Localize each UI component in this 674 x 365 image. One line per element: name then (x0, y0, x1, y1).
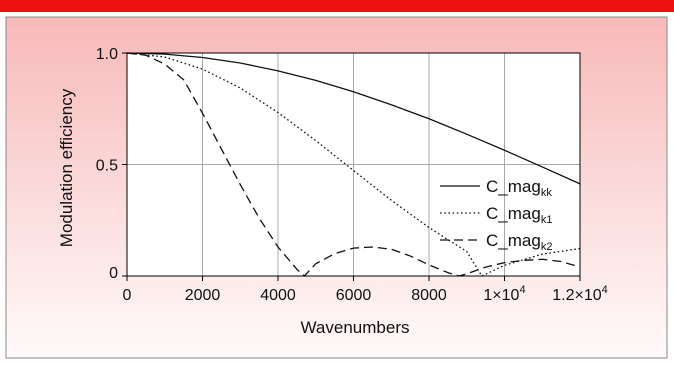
top-accent-bar (0, 0, 674, 12)
x-tick-label: 6000 (336, 287, 372, 304)
legend: C_magkk C_magk1 C_magk2 (440, 177, 552, 253)
x-tick-label-base: 1×10 (483, 287, 519, 304)
x-axis-label: Wavenumbers (301, 318, 410, 337)
x-tick-label: 2000 (185, 287, 221, 304)
x-tick-label-exponent: 4 (602, 284, 608, 296)
x-tick-label: 1.2×104 (552, 284, 608, 304)
y-tick-label: 0.5 (96, 158, 118, 175)
y-tick-label: 1.0 (96, 46, 118, 63)
y-tick-label: 0 (109, 265, 118, 282)
series-line-k2 (126, 52, 581, 277)
x-axis-ticks: 0 2000 4000 6000 8000 1×104 1.2×104 (123, 276, 608, 304)
y-axis-ticks: 0 0.5 1.0 (96, 46, 127, 282)
legend-label-k2: C_magk2 (486, 231, 552, 253)
x-tick-label-exponent: 4 (519, 284, 525, 296)
y-axis-label: Modulation efficiency (57, 88, 76, 247)
series-lines (126, 52, 581, 277)
legend-label-kk: C_magkk (486, 177, 552, 199)
legend-label-k1: C_magk1 (486, 204, 552, 226)
series-line-kk (126, 52, 581, 185)
x-tick-label: 4000 (260, 287, 296, 304)
x-tick-label-base: 1.2×10 (552, 287, 601, 304)
x-tick-label: 1×104 (483, 284, 525, 304)
x-tick-label: 8000 (411, 287, 447, 304)
series-line-k1 (126, 52, 581, 277)
x-tick-label: 0 (123, 287, 132, 304)
grid-lines (127, 53, 580, 276)
